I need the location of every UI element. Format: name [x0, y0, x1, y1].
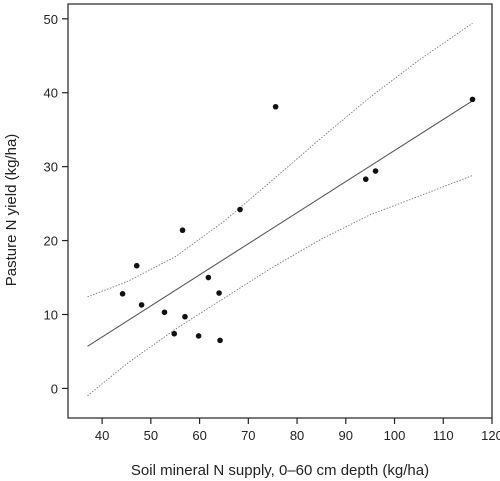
- y-tick-label-40: 40: [44, 86, 58, 101]
- data-point-15: [372, 168, 379, 174]
- y-axis-title: Pasture N yield (kg/ha): [3, 134, 20, 287]
- data-point-6: [179, 227, 186, 234]
- data-point-5: [171, 330, 178, 337]
- data-point-16: [469, 96, 476, 103]
- x-axis-title: Soil mineral N supply, 0–60 cm depth (kg…: [131, 462, 429, 479]
- x-tick-label-40: 40: [95, 428, 109, 443]
- x-tick-label-120: 120: [481, 428, 500, 443]
- data-point-11: [217, 337, 223, 344]
- x-tick-label-60: 60: [192, 428, 206, 443]
- x-tick-label-70: 70: [241, 428, 255, 443]
- y-tick-label-20: 20: [44, 234, 58, 249]
- x-axis: 40 50 60 70 80 90 100 110 120: [95, 418, 500, 443]
- y-tick-label-0: 0: [51, 381, 58, 396]
- y-axis: 0 10 20 30 40 50: [44, 12, 68, 396]
- confidence-band-lower: [87, 175, 473, 397]
- plot-area: [67, 3, 493, 419]
- y-tick-label-50: 50: [44, 12, 58, 27]
- x-tick-label-90: 90: [339, 428, 353, 443]
- y-tick-label-30: 30: [44, 160, 58, 175]
- x-tick-label-80: 80: [290, 428, 304, 443]
- data-point-7: [182, 313, 188, 320]
- data-point-13: [272, 103, 279, 110]
- data-point-3: [138, 302, 145, 308]
- data-marks: [87, 22, 476, 397]
- x-tick-label-100: 100: [384, 428, 406, 443]
- data-point-1: [119, 291, 126, 297]
- regression-line: [87, 100, 473, 347]
- data-point-8: [195, 333, 202, 339]
- confidence-band-upper: [87, 22, 473, 298]
- data-point-14: [362, 176, 369, 183]
- y-tick-label-10: 10: [44, 308, 58, 323]
- data-point-10: [216, 290, 222, 296]
- x-tick-label-110: 110: [433, 428, 454, 443]
- data-point-4: [161, 309, 168, 316]
- data-point-2: [133, 262, 140, 269]
- data-point-9: [205, 274, 212, 281]
- data-point-12: [237, 206, 243, 213]
- x-tick-label-50: 50: [144, 428, 158, 443]
- plot-frame: [67, 3, 493, 419]
